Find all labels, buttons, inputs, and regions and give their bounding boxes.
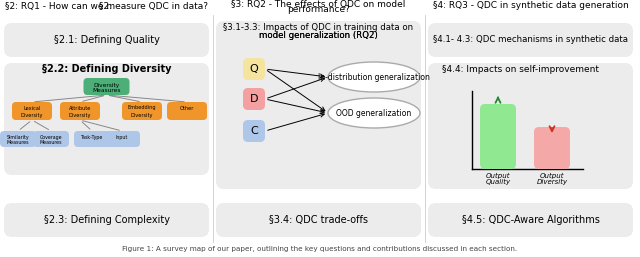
- Text: D: D: [250, 94, 259, 104]
- Text: §4: RQ3 - QDC in synthetic data generation: §4: RQ3 - QDC in synthetic data generati…: [433, 2, 628, 11]
- Text: Measures: Measures: [7, 141, 29, 145]
- FancyBboxPatch shape: [74, 131, 110, 147]
- FancyBboxPatch shape: [216, 203, 421, 237]
- Text: Output: Output: [540, 173, 564, 179]
- Text: OOD generalization: OOD generalization: [337, 108, 412, 117]
- Text: Output: Output: [486, 173, 510, 179]
- FancyBboxPatch shape: [4, 23, 209, 57]
- Text: Diversity: Diversity: [93, 82, 120, 87]
- Text: Measures: Measures: [40, 141, 62, 145]
- Text: Lexical: Lexical: [23, 106, 41, 111]
- FancyBboxPatch shape: [480, 104, 516, 169]
- Text: Diversity: Diversity: [536, 179, 568, 185]
- Text: §2.3: Defining Complexity: §2.3: Defining Complexity: [44, 215, 170, 225]
- Text: Measures: Measures: [92, 88, 121, 94]
- Text: Diversity: Diversity: [68, 113, 92, 117]
- Text: §2:: §2:: [99, 2, 115, 11]
- FancyBboxPatch shape: [428, 203, 633, 237]
- Text: §3.4: QDC trade-offs: §3.4: QDC trade-offs: [269, 215, 368, 225]
- FancyBboxPatch shape: [428, 23, 633, 57]
- FancyBboxPatch shape: [243, 88, 265, 110]
- FancyBboxPatch shape: [12, 102, 52, 120]
- FancyBboxPatch shape: [4, 63, 209, 175]
- Text: Similarity: Similarity: [6, 134, 29, 140]
- Text: In-distribution generalization: In-distribution generalization: [318, 72, 430, 81]
- Text: Task-Type: Task-Type: [81, 134, 103, 140]
- Text: §2: RQ1 - How can we measure QDC in data?: §2: RQ1 - How can we measure QDC in data…: [5, 2, 208, 11]
- Text: performance?: performance?: [287, 5, 350, 14]
- Text: §4.5: QDC-Aware Algorithms: §4.5: QDC-Aware Algorithms: [461, 215, 600, 225]
- Text: §4.4: Impacts on self-improvement: §4.4: Impacts on self-improvement: [442, 66, 599, 75]
- Text: Diversity: Diversity: [131, 113, 153, 117]
- FancyBboxPatch shape: [216, 21, 421, 189]
- Ellipse shape: [328, 62, 420, 92]
- Text: §2.2: Defining Diversity: §2.2: Defining Diversity: [42, 64, 172, 74]
- FancyBboxPatch shape: [122, 102, 162, 120]
- FancyBboxPatch shape: [104, 131, 140, 147]
- Text: Coverage: Coverage: [40, 134, 62, 140]
- FancyBboxPatch shape: [534, 127, 570, 169]
- FancyBboxPatch shape: [0, 131, 36, 147]
- Text: §3.1-3.3: Impacts of QDC in training data on: §3.1-3.3: Impacts of QDC in training dat…: [223, 23, 413, 32]
- Text: §2.1: Defining Quality: §2.1: Defining Quality: [54, 35, 159, 45]
- Text: Input: Input: [116, 134, 128, 140]
- FancyBboxPatch shape: [243, 58, 265, 80]
- FancyBboxPatch shape: [243, 120, 265, 142]
- FancyBboxPatch shape: [60, 102, 100, 120]
- Text: Other: Other: [180, 106, 194, 111]
- Text: Figure 1: A survey map of our paper, outlining the key questions and contributio: Figure 1: A survey map of our paper, out…: [122, 246, 518, 252]
- Text: Diversity: Diversity: [20, 113, 44, 117]
- Text: Q: Q: [250, 64, 259, 74]
- FancyBboxPatch shape: [428, 63, 633, 189]
- Text: model generalization (RQ2): model generalization (RQ2): [259, 32, 378, 41]
- FancyBboxPatch shape: [83, 78, 129, 95]
- Text: Embedding: Embedding: [128, 106, 156, 111]
- Text: §4.1- 4.3: QDC mechanisms in synthetic data: §4.1- 4.3: QDC mechanisms in synthetic d…: [433, 35, 628, 44]
- FancyBboxPatch shape: [33, 131, 69, 147]
- FancyBboxPatch shape: [167, 102, 207, 120]
- Text: C: C: [250, 126, 258, 136]
- Ellipse shape: [328, 98, 420, 128]
- FancyBboxPatch shape: [4, 203, 209, 237]
- Text: model generalization (RQ2): model generalization (RQ2): [259, 32, 378, 41]
- Text: Attribute: Attribute: [69, 106, 91, 111]
- Text: Quality: Quality: [485, 179, 511, 185]
- Text: §3: RQ2 - The effects of QDC on model: §3: RQ2 - The effects of QDC on model: [231, 0, 406, 8]
